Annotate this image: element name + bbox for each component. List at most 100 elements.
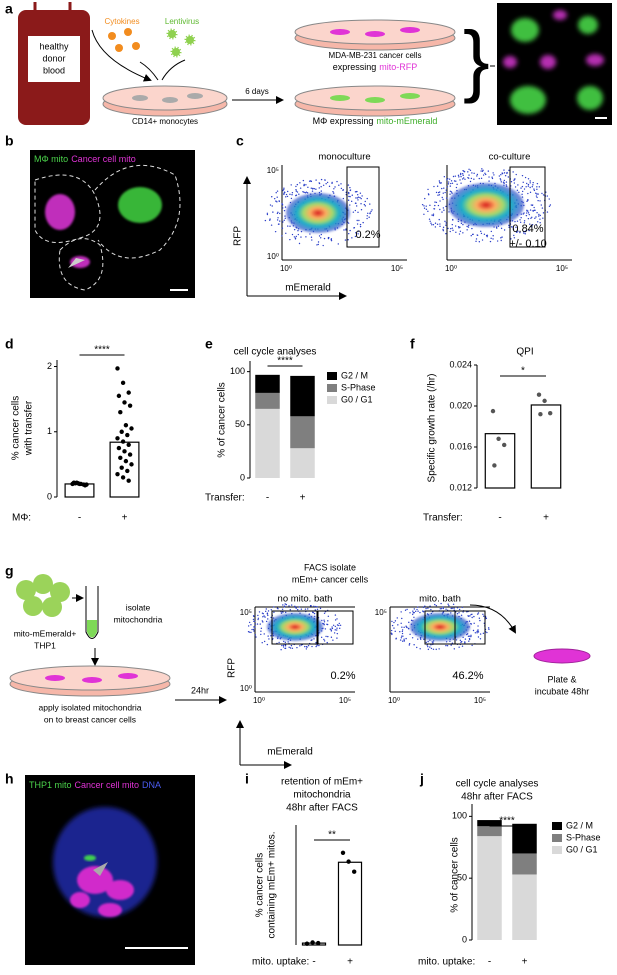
event (248, 621, 251, 624)
event (533, 206, 535, 209)
label: blood (43, 65, 65, 75)
event (344, 239, 347, 241)
event (276, 190, 279, 192)
event (527, 183, 530, 186)
event (423, 205, 425, 207)
event (283, 188, 285, 191)
event (441, 196, 443, 199)
event (325, 183, 327, 185)
event (432, 213, 435, 215)
event (450, 607, 452, 610)
event (470, 635, 472, 638)
event (471, 227, 473, 230)
label: healthy (39, 41, 69, 51)
event (363, 203, 366, 206)
event (460, 222, 463, 225)
event (445, 641, 448, 643)
event (400, 622, 402, 625)
event (296, 608, 299, 611)
event (349, 186, 351, 189)
label: RFP (233, 226, 244, 246)
event (434, 201, 436, 203)
event (430, 222, 432, 224)
event (291, 647, 294, 649)
event (284, 217, 286, 219)
event (319, 607, 322, 610)
event (548, 205, 551, 207)
event (338, 624, 340, 627)
event (503, 172, 506, 174)
event (320, 178, 323, 181)
event (451, 607, 453, 610)
y-tick-label: 0.020 (449, 400, 472, 410)
event (536, 193, 538, 195)
label: 6 days (245, 87, 269, 96)
event (359, 223, 362, 226)
event (261, 620, 264, 622)
event (395, 638, 397, 640)
event (469, 615, 471, 617)
event (444, 191, 446, 194)
event (513, 237, 516, 239)
event (500, 227, 503, 230)
event (458, 612, 460, 614)
data-point (120, 380, 126, 386)
event (542, 194, 545, 196)
event (521, 193, 523, 196)
data-point (120, 439, 126, 444)
event (315, 645, 317, 648)
event (291, 233, 294, 236)
event (408, 642, 411, 645)
event (295, 194, 297, 197)
event (282, 221, 284, 223)
event (438, 648, 440, 650)
event (281, 608, 284, 610)
event (436, 223, 439, 226)
event (281, 204, 284, 206)
event (270, 616, 272, 619)
event (470, 235, 472, 237)
event (442, 198, 444, 201)
event (366, 217, 368, 220)
event (320, 233, 323, 236)
event (275, 192, 277, 194)
event (527, 217, 530, 220)
event (250, 624, 252, 626)
event (263, 640, 266, 643)
event (347, 191, 350, 194)
event (479, 633, 482, 635)
event (288, 646, 290, 649)
event (439, 225, 441, 228)
event (476, 613, 479, 615)
event (304, 192, 307, 194)
event (253, 626, 255, 628)
event (530, 217, 532, 220)
event (266, 613, 269, 615)
event (453, 180, 456, 182)
event (539, 200, 541, 202)
event (391, 633, 393, 636)
event (457, 226, 460, 228)
event (311, 239, 313, 241)
event (278, 641, 280, 644)
event (427, 210, 429, 213)
legend-swatch (552, 834, 562, 842)
label: MΦ: (12, 513, 31, 524)
event (476, 630, 478, 633)
bar-segment (512, 853, 537, 875)
event (336, 618, 338, 620)
event (348, 232, 350, 235)
event (473, 172, 475, 175)
event (282, 189, 284, 192)
event (482, 632, 485, 635)
event (314, 615, 316, 618)
label: Transfer: (205, 493, 245, 504)
event (515, 173, 517, 176)
density (267, 613, 323, 641)
event (523, 188, 526, 190)
event (440, 607, 443, 610)
event (282, 604, 284, 606)
event (357, 233, 359, 235)
label-part: mito-RFP (379, 62, 417, 72)
gate (454, 610, 486, 645)
